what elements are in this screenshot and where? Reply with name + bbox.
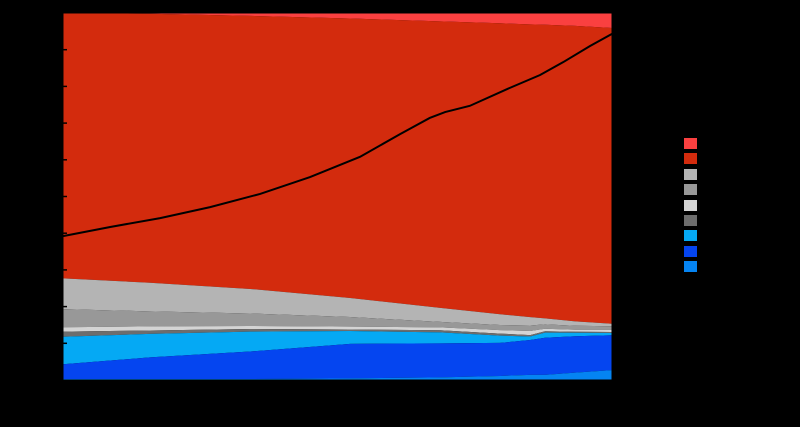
area-cyan-blue <box>63 330 612 365</box>
area-dark-gray <box>63 328 612 337</box>
black-trend-line <box>62 33 613 238</box>
legend-swatch-cyan-blue <box>684 230 697 241</box>
area-medium-gray <box>63 309 612 332</box>
area-bright-red <box>63 13 612 29</box>
plot-border <box>62 12 613 381</box>
legend-swatch-bright-red <box>684 138 697 149</box>
legend-swatch-dark-red <box>684 153 697 164</box>
legend-swatch-strong-blue <box>684 246 697 257</box>
trend-line <box>62 33 613 238</box>
area-azure <box>63 370 612 380</box>
area-dark-red <box>63 13 612 324</box>
area-light-gray <box>63 278 612 327</box>
axis-ticks <box>63 48 67 345</box>
area-pale-gray <box>63 326 612 336</box>
area-strong-blue <box>63 335 612 380</box>
legend-swatch-pale-gray <box>684 200 697 211</box>
legend-swatch-dark-gray <box>684 215 697 226</box>
legend-swatch-light-gray <box>684 169 697 180</box>
stacked-areas <box>63 13 612 380</box>
legend-swatch-medium-gray <box>684 184 697 195</box>
legend-swatch-azure <box>684 261 697 272</box>
plot-frame <box>62 12 613 381</box>
